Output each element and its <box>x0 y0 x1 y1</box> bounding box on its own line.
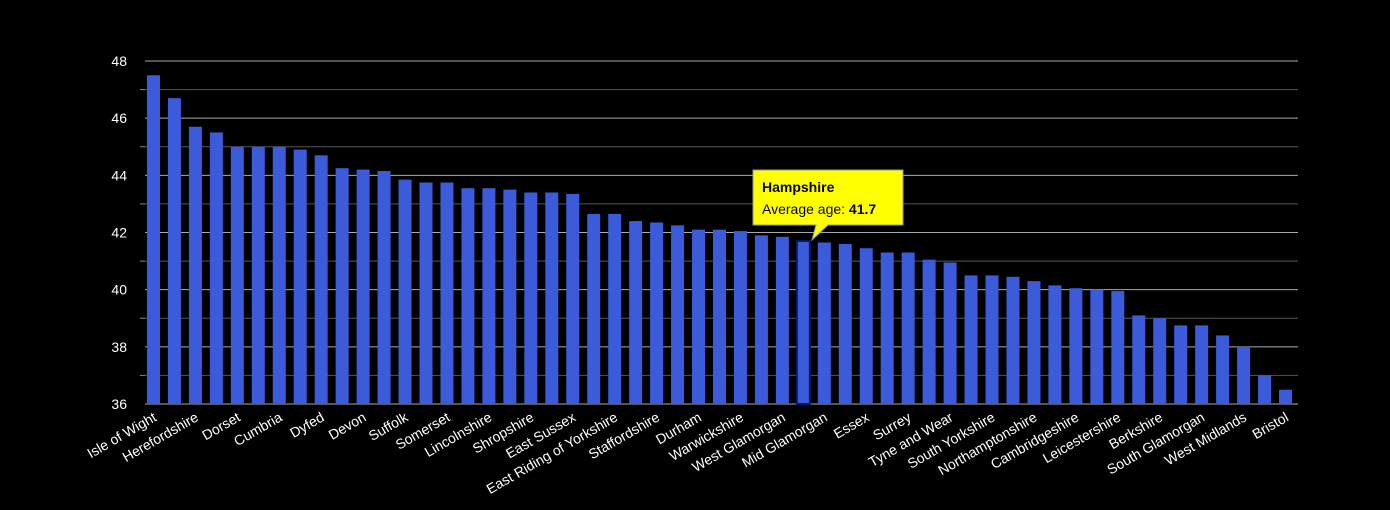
bar <box>817 242 831 404</box>
bar <box>503 189 517 404</box>
tooltip: Hampshire Average age: 41.7 <box>752 169 904 242</box>
y-tick-label: 42 <box>111 225 127 241</box>
x-tick-label: Dyfed <box>287 409 327 441</box>
bar <box>272 146 286 404</box>
bar <box>650 222 664 404</box>
bar <box>901 252 915 404</box>
bar <box>230 146 244 404</box>
bar <box>398 179 412 404</box>
bar <box>1216 335 1230 404</box>
bar <box>188 126 202 404</box>
y-tick-label: 44 <box>111 167 127 183</box>
bar <box>713 229 726 404</box>
bar <box>377 171 391 404</box>
bar <box>775 236 789 404</box>
bar <box>440 182 454 404</box>
bar <box>545 192 559 404</box>
y-tick-label: 36 <box>111 396 127 412</box>
bar <box>1048 285 1062 404</box>
bar <box>1237 346 1251 404</box>
x-tick-label: Bristol <box>1249 409 1291 442</box>
bar <box>629 221 643 404</box>
y-tick-label: 38 <box>111 339 127 355</box>
bar <box>293 149 307 404</box>
bar <box>524 192 538 404</box>
tooltip-title: Hampshire <box>762 179 835 195</box>
bar <box>733 231 747 404</box>
bar <box>356 169 370 404</box>
bar <box>1174 325 1188 404</box>
bar <box>1132 315 1146 404</box>
bar <box>922 259 936 404</box>
tooltip-value: 41.7 <box>849 201 876 217</box>
tooltip-label: Average age: <box>762 201 845 217</box>
bar <box>1279 389 1293 404</box>
y-tick-label: 40 <box>111 282 127 298</box>
bar <box>985 275 999 404</box>
bar <box>1258 375 1272 404</box>
tooltip-box <box>752 169 904 242</box>
bar <box>209 132 223 405</box>
bar <box>251 146 265 404</box>
bar <box>943 262 957 404</box>
tooltip-text: Average age: 41.7 <box>762 201 876 217</box>
bar <box>964 275 978 404</box>
bar <box>461 188 475 404</box>
y-tick-label: 48 <box>111 53 127 69</box>
bar <box>1195 325 1209 404</box>
bar <box>482 188 496 404</box>
bar <box>1153 318 1167 404</box>
bar <box>587 213 601 404</box>
bar <box>167 98 181 405</box>
bar <box>1069 288 1083 404</box>
bar <box>795 240 811 405</box>
bar <box>1006 276 1020 404</box>
bar <box>671 225 685 404</box>
bar <box>335 168 349 404</box>
x-tick-label: Cumbria <box>231 409 285 449</box>
bar <box>314 155 328 404</box>
x-tick-label: Devon <box>326 409 369 443</box>
bar <box>1090 289 1104 404</box>
bar <box>566 193 580 404</box>
bar <box>754 235 768 404</box>
y-tick-label: 46 <box>111 110 127 126</box>
bar <box>838 243 852 404</box>
bar <box>692 229 706 404</box>
bar <box>880 252 894 404</box>
bar <box>146 75 160 405</box>
bar <box>859 248 873 404</box>
bar <box>419 182 433 404</box>
x-tick-label: Essex <box>831 409 872 442</box>
bar <box>1111 291 1125 404</box>
bar <box>1027 281 1041 404</box>
bar <box>608 213 622 404</box>
